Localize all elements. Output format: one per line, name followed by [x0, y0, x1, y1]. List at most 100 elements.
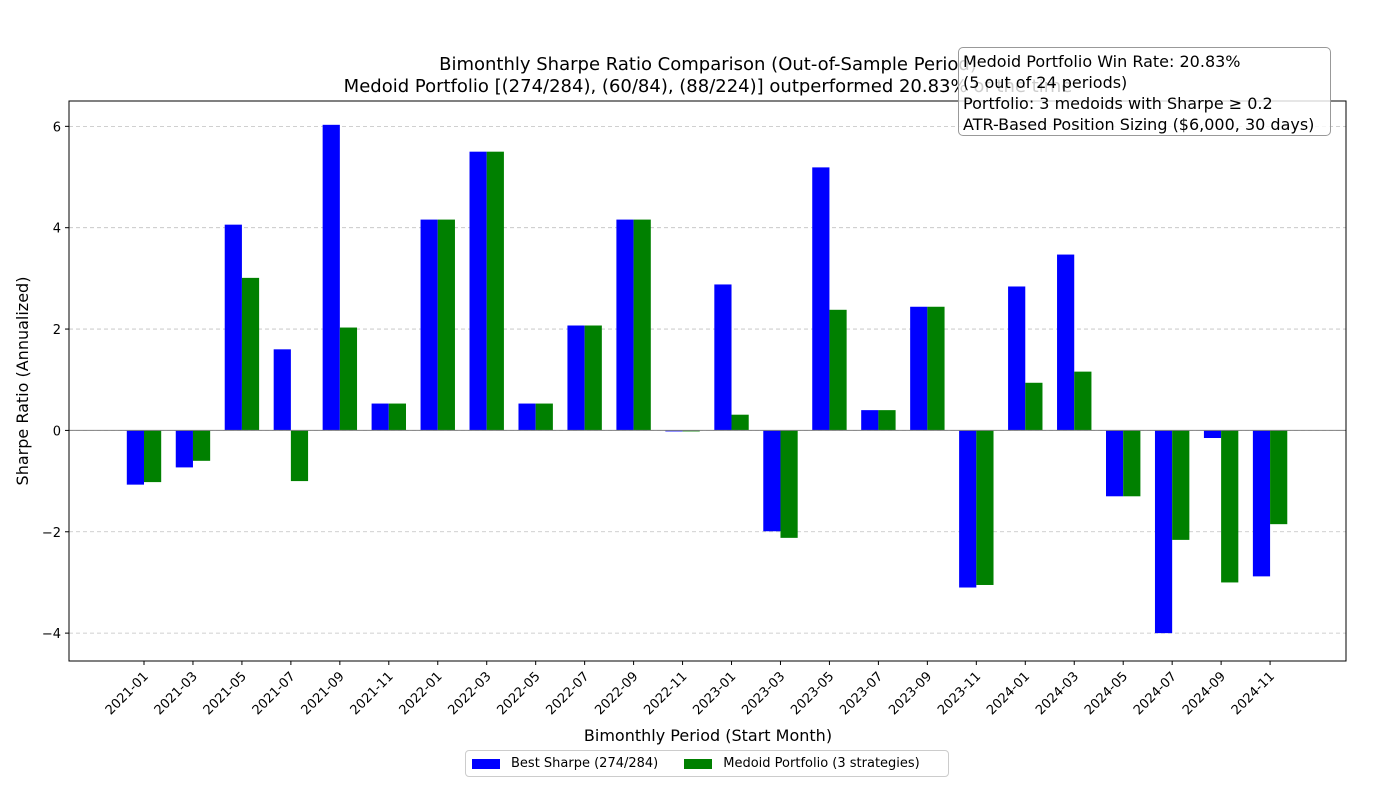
bar-best-sharpe-2022-01: [420, 219, 438, 431]
bar-best-sharpe-2021-09: [322, 124, 340, 431]
x-tick-label: 2024-11: [1229, 669, 1278, 718]
x-tick-label: 2022-07: [543, 669, 592, 718]
bar-best-sharpe-2024-05: [1106, 430, 1124, 497]
x-tick-label: 2022-09: [592, 669, 641, 718]
y-tick-label: 2: [53, 323, 61, 338]
y-tick-label: 0: [53, 424, 61, 439]
bar-best-sharpe-2023-05: [812, 167, 830, 431]
bar-best-sharpe-2021-03: [175, 430, 193, 468]
bar-medoid-portfolio-2022-03: [486, 151, 504, 431]
annotation-line-1: Medoid Portfolio Win Rate: 20.83%: [963, 52, 1241, 71]
bar-medoid-portfolio-2022-09: [633, 219, 651, 431]
bars: [126, 124, 1288, 634]
grid-lines: [69, 125, 1346, 634]
bar-medoid-portfolio-2023-07: [878, 410, 896, 431]
bar-medoid-portfolio-2021-01: [144, 430, 162, 483]
legend-label-medoid-portfolio: Medoid Portfolio (3 strategies): [723, 756, 920, 771]
bar-best-sharpe-2023-01: [714, 284, 732, 431]
plot-frame: [68, 100, 1347, 662]
bar-best-sharpe-2021-11: [371, 403, 389, 431]
bar-medoid-portfolio-2021-07: [290, 430, 309, 482]
x-tick-label: 2021-01: [103, 669, 152, 718]
bar-best-sharpe-2022-11: [665, 430, 683, 432]
bar-best-sharpe-2024-01: [1008, 286, 1026, 431]
bar-medoid-portfolio-2021-11: [388, 403, 406, 431]
bar-best-sharpe-2024-07: [1154, 430, 1173, 634]
bar-medoid-portfolio-2022-07: [584, 325, 602, 431]
x-tick-label: 2023-07: [837, 669, 886, 718]
y-axis-label: Sharpe Ratio (Annualized): [13, 277, 32, 486]
y-tick-label: 6: [53, 120, 61, 135]
bar-medoid-portfolio-2024-09: [1221, 430, 1239, 583]
bar-best-sharpe-2024-09: [1203, 430, 1222, 439]
bar-best-sharpe-2023-11: [959, 430, 977, 588]
chart-subtitle: Medoid Portfolio [(274/284), (60/84), (8…: [344, 76, 1073, 97]
x-tick-label: 2023-05: [788, 669, 837, 718]
bar-medoid-portfolio-2022-11: [682, 430, 700, 432]
bar-medoid-portfolio-2023-01: [731, 414, 749, 431]
bar-best-sharpe-2024-03: [1057, 254, 1075, 431]
bar-best-sharpe-2022-03: [469, 151, 487, 431]
bar-best-sharpe-2024-11: [1252, 430, 1271, 577]
x-tick-label: 2024-03: [1033, 669, 1082, 718]
bar-medoid-portfolio-2024-05: [1123, 430, 1141, 497]
legend-label-best-sharpe: Best Sharpe (274/284): [511, 756, 659, 771]
bar-medoid-portfolio-2024-03: [1074, 371, 1092, 431]
bar-medoid-portfolio-2023-03: [780, 430, 798, 538]
x-tick-label: 2022-01: [397, 669, 446, 718]
bar-medoid-portfolio-2023-05: [829, 309, 847, 431]
annotation-line-2: (5 out of 24 periods): [963, 73, 1128, 92]
x-tick-label: 2023-11: [935, 669, 984, 718]
x-tick-label: 2024-01: [984, 669, 1033, 718]
annotation-line-3: Portfolio: 3 medoids with Sharpe ≥ 0.2: [963, 94, 1273, 113]
bar-best-sharpe-2023-03: [763, 430, 781, 532]
y-axis-ticks: −4 −2 0 2 4 6: [42, 120, 69, 642]
legend: Best Sharpe (274/284) Medoid Portfolio (…: [465, 750, 949, 777]
y-tick-label: 4: [53, 222, 61, 237]
x-tick-label: 2021-09: [299, 669, 348, 718]
bar-medoid-portfolio-2021-09: [339, 327, 358, 431]
y-tick-label: −2: [42, 526, 61, 541]
bar-best-sharpe-2021-05: [224, 224, 242, 431]
bar-medoid-portfolio-2023-11: [976, 430, 994, 585]
x-axis-label: Bimonthly Period (Start Month): [584, 726, 832, 745]
x-tick-label: 2024-07: [1131, 669, 1180, 718]
bar-medoid-portfolio-2024-07: [1172, 430, 1190, 540]
x-tick-label: 2022-05: [494, 669, 543, 718]
bar-best-sharpe-2022-09: [616, 219, 634, 431]
x-tick-label: 2023-01: [690, 669, 739, 718]
x-tick-label: 2023-03: [739, 669, 788, 718]
chart-title: Bimonthly Sharpe Ratio Comparison (Out-o…: [439, 54, 977, 75]
x-tick-label: 2021-03: [152, 669, 201, 718]
legend-swatch-medoid-portfolio: [684, 758, 713, 769]
bar-medoid-portfolio-2022-05: [535, 403, 553, 431]
bar-best-sharpe-2023-07: [861, 410, 879, 431]
bar-best-sharpe-2022-05: [518, 403, 536, 431]
x-tick-label: 2024-09: [1180, 669, 1229, 718]
bar-medoid-portfolio-2024-11: [1270, 430, 1288, 525]
x-tick-label: 2024-05: [1082, 669, 1131, 718]
x-tick-label: 2023-09: [886, 669, 935, 718]
bar-medoid-portfolio-2021-05: [241, 277, 260, 431]
bar-best-sharpe-2021-01: [126, 430, 144, 485]
bar-medoid-portfolio-2024-01: [1025, 382, 1043, 431]
x-axis-ticks: 2021-01 2021-03 2021-05 2021-07 2021-09 2021-…: [103, 661, 1278, 718]
y-tick-label: −4: [42, 627, 61, 642]
bar-medoid-portfolio-2022-01: [437, 219, 455, 431]
bar-medoid-portfolio-2023-09: [927, 306, 945, 431]
bar-best-sharpe-2022-07: [567, 325, 585, 431]
annotation-line-4: ATR-Based Position Sizing ($6,000, 30 da…: [963, 115, 1315, 134]
bar-best-sharpe-2021-07: [273, 349, 291, 431]
legend-item-medoid-portfolio: Medoid Portfolio (3 strategies): [684, 756, 920, 771]
legend-item-best-sharpe: Best Sharpe (274/284): [472, 756, 658, 771]
bar-best-sharpe-2023-09: [910, 306, 928, 431]
win-rate-annotation: Medoid Portfolio Win Rate: 20.83% (5 out…: [958, 47, 1331, 136]
x-tick-label: 2022-11: [641, 669, 690, 718]
bar-medoid-portfolio-2021-03: [192, 430, 211, 461]
x-tick-label: 2021-07: [250, 669, 299, 718]
x-tick-label: 2021-05: [201, 669, 250, 718]
x-tick-label: 2021-11: [348, 669, 397, 718]
legend-swatch-best-sharpe: [472, 758, 500, 769]
x-tick-label: 2022-03: [446, 669, 495, 718]
